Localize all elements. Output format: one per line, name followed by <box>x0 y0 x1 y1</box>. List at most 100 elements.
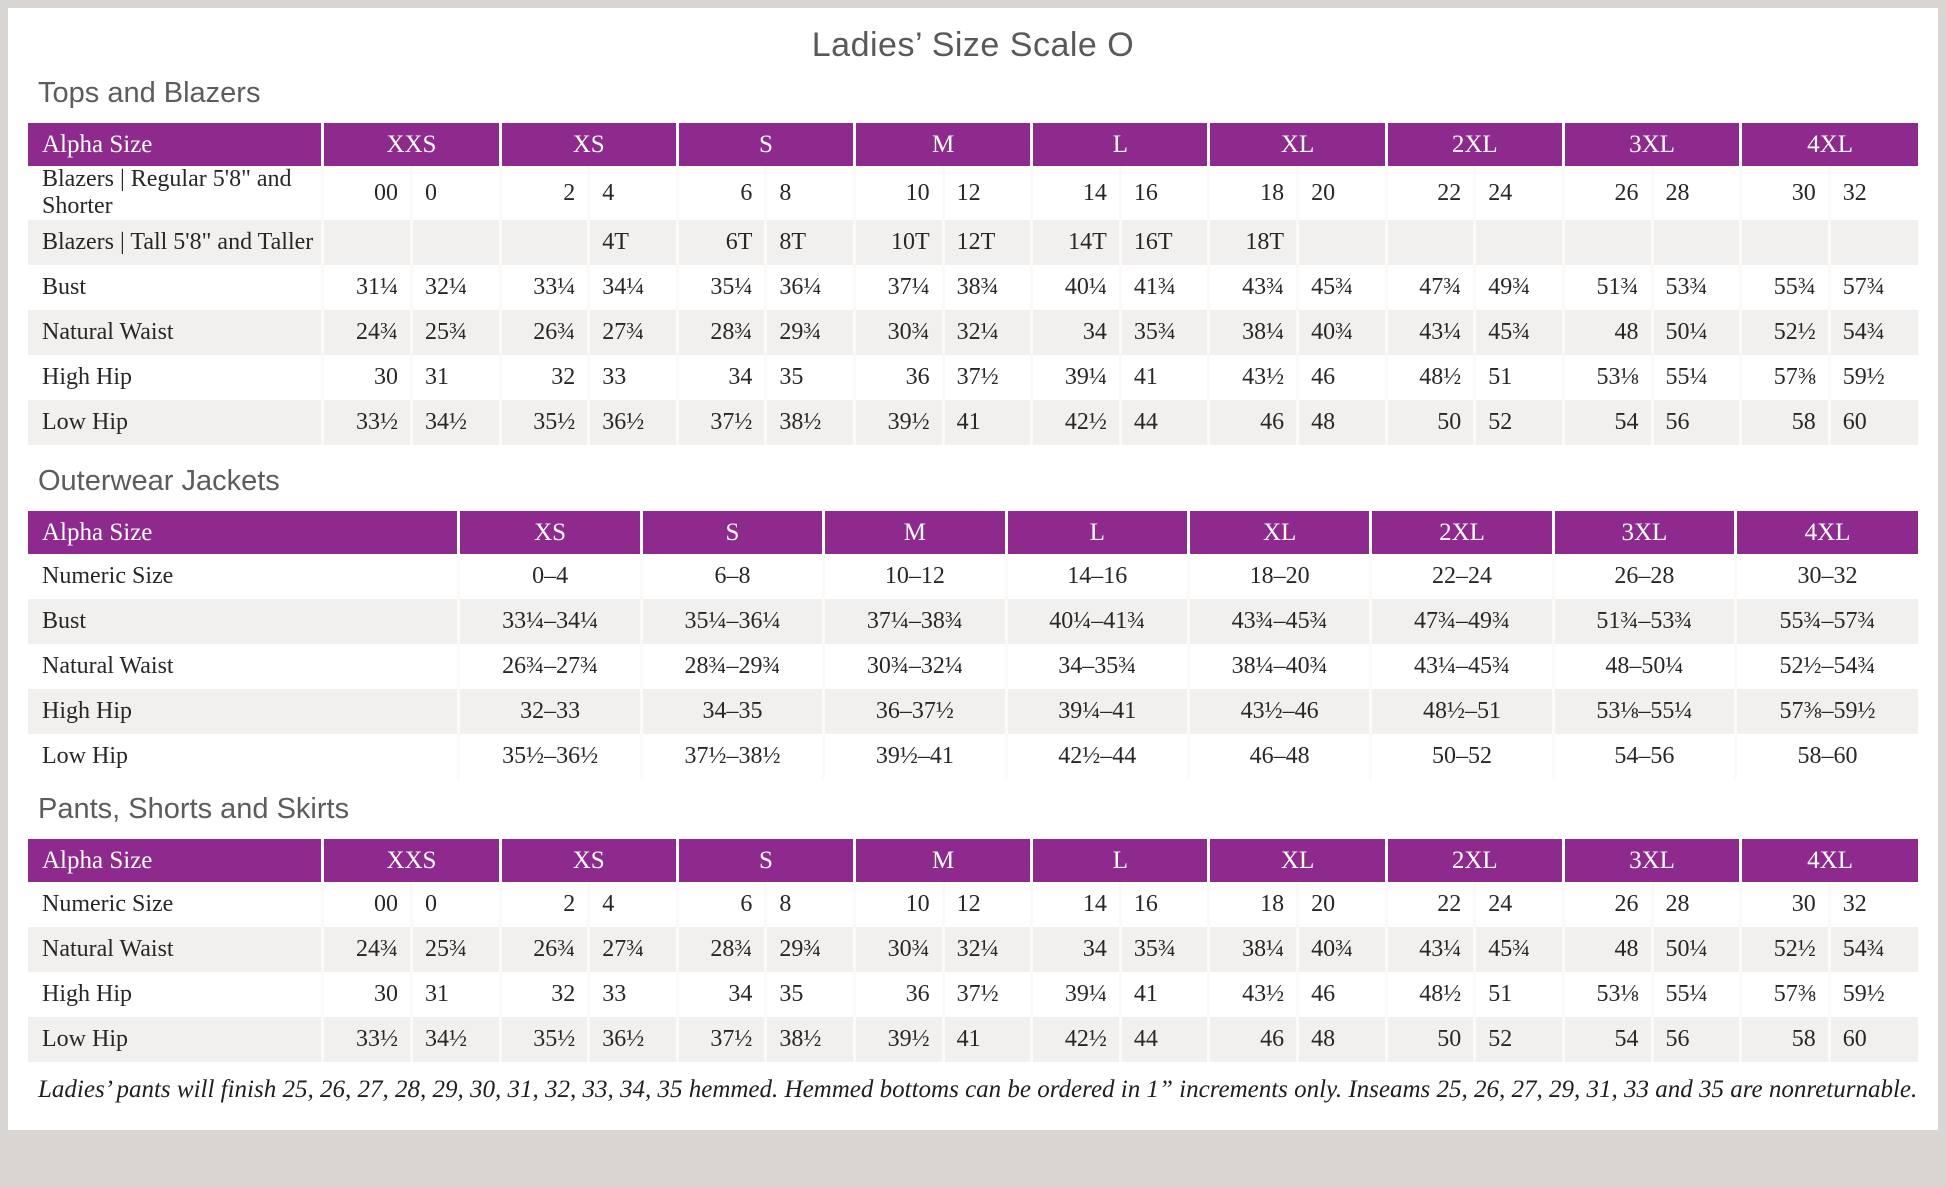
size-value-cell: 51 <box>1473 972 1564 1017</box>
size-value-cell: 36–37½ <box>822 689 1007 734</box>
size-value-cell: 51¾ <box>1561 265 1652 310</box>
size-value-cell: 39¼ <box>1030 972 1121 1017</box>
size-value-cell: 00 <box>321 882 412 927</box>
size-value-cell: 2 <box>498 882 589 927</box>
size-value-cell: 59½ <box>1827 355 1918 400</box>
size-group-header-xl: XL <box>1186 511 1371 554</box>
size-value-cell: 6T <box>675 220 766 265</box>
size-value-cell <box>321 220 412 265</box>
size-value-cell: 47¾–49¾ <box>1369 599 1554 644</box>
size-group-header-m: M <box>822 511 1007 554</box>
corner-header-alpha-size: Alpha Size <box>28 123 323 166</box>
size-value-cell <box>498 220 589 265</box>
size-value-cell: 34¼ <box>587 265 678 310</box>
size-value-cell: 55¼ <box>1650 972 1741 1017</box>
size-group-header-2xl: 2XL <box>1369 511 1554 554</box>
size-value-cell: 14 <box>1030 882 1121 927</box>
size-value-cell: 39¼ <box>1030 355 1121 400</box>
size-value-cell: 16 <box>1118 882 1209 927</box>
size-value-cell: 28 <box>1650 166 1741 220</box>
row-label: Blazers | Tall 5'8" and Taller <box>28 220 323 265</box>
size-value-cell: 39½ <box>853 400 944 445</box>
size-value-cell: 44 <box>1118 1017 1209 1062</box>
size-table-row: Natural Waist 26¾–27¾ 28¾–29¾ 30¾–32¼ 34–35¾… <box>28 644 1918 689</box>
size-value-cell: 54¾ <box>1827 310 1918 355</box>
size-value-cell: 48½ <box>1384 355 1475 400</box>
size-value-cell: 32 <box>498 972 589 1017</box>
size-value-cell: 57⅜ <box>1739 972 1830 1017</box>
section-pants-shorts-and-skirts: Pants, Shorts and Skirts Alpha Size XXS XS… <box>28 793 1918 1062</box>
row-label: Low Hip <box>42 743 128 769</box>
size-value-cell <box>1650 220 1741 265</box>
size-group-header-4xl: 4XL <box>1739 839 1918 882</box>
size-group-header-xl: XL <box>1207 123 1387 166</box>
size-value-cell: 36¼ <box>764 265 855 310</box>
size-value-cell: 51¾–53¾ <box>1551 599 1736 644</box>
size-value-cell: 54 <box>1561 1017 1652 1062</box>
size-value-cell: 53⅛ <box>1561 355 1652 400</box>
size-value-cell: 55¾ <box>1739 265 1830 310</box>
size-value-cell: 0–4 <box>457 554 642 599</box>
size-value-cell: 16 <box>1118 166 1209 220</box>
size-value-cell: 34½ <box>409 400 501 445</box>
size-value-cell: 35½ <box>498 1017 589 1062</box>
size-value-cell: 43¾ <box>1207 265 1298 310</box>
size-value-cell: 43½ <box>1207 355 1298 400</box>
size-value-cell: 32¼ <box>941 927 1032 972</box>
size-table-row: High Hip 30 31 32 33 34 35 36 37½ 39¼ 41 43½ 46 48½ 51… <box>28 355 1918 400</box>
size-value-cell: 10 <box>853 166 944 220</box>
size-value-cell: 52½ <box>1739 310 1830 355</box>
size-value-cell: 38¼–40¾ <box>1186 644 1371 689</box>
size-value-cell: 26–28 <box>1551 554 1736 599</box>
size-value-cell: 30 <box>321 355 412 400</box>
size-value-cell: 30¾ <box>853 310 944 355</box>
size-value-cell: 57⅜–59½ <box>1734 689 1918 734</box>
size-value-cell: 46 <box>1207 400 1298 445</box>
size-value-cell: 0 <box>409 882 501 927</box>
size-value-cell: 4 <box>587 882 678 927</box>
size-table-tops-and-blazers: Alpha Size XXS XS S M L XL 2XL 3XL 4XL Blazers | R… <box>28 123 1918 445</box>
size-group-header-4xl: 4XL <box>1739 123 1918 166</box>
size-value-cell: 32 <box>498 355 589 400</box>
size-value-cell: 30–32 <box>1734 554 1918 599</box>
size-value-cell: 16T <box>1118 220 1209 265</box>
size-value-cell: 50 <box>1384 1017 1475 1062</box>
size-value-cell: 38½ <box>764 400 855 445</box>
size-value-cell: 40¾ <box>1296 927 1387 972</box>
size-value-cell: 37¼ <box>853 265 944 310</box>
size-value-cell: 37½ <box>941 355 1032 400</box>
size-value-cell: 34–35¾ <box>1004 644 1189 689</box>
row-label: Numeric Size <box>42 563 174 589</box>
size-table-row: Natural Waist 24¾ 25¾ 26¾ 27¾ 28¾ 29¾ 30¾ 32¼ 34 3… <box>28 310 1918 355</box>
size-value-cell: 36½ <box>587 1017 678 1062</box>
size-value-cell: 52½–54¾ <box>1734 644 1918 689</box>
size-value-cell: 41 <box>941 1017 1032 1062</box>
size-table-outerwear-jackets: Alpha Size XS S M L XL 2XL 3XL 4XL Numeric Size 0–… <box>28 511 1918 779</box>
size-value-cell: 24 <box>1473 882 1564 927</box>
size-value-cell: 27¾ <box>587 927 678 972</box>
row-label: Natural Waist <box>28 310 323 355</box>
size-value-cell: 40¼ <box>1030 265 1121 310</box>
size-value-cell: 58–60 <box>1734 734 1918 779</box>
size-value-cell: 43¼–45¾ <box>1369 644 1554 689</box>
size-group-header-2xl: 2XL <box>1384 123 1564 166</box>
size-table-row: High Hip 32–33 34–35 36–37½ 39¼–41 43½–46 48½–… <box>28 689 1918 734</box>
size-value-cell: 53⅛ <box>1561 972 1652 1017</box>
size-value-cell: 48 <box>1561 310 1652 355</box>
size-group-header-xs: XS <box>498 123 678 166</box>
size-value-cell: 14T <box>1030 220 1121 265</box>
section-outerwear-jackets: Outerwear Jackets Alpha Size XS S M L XL 2XL 3X… <box>28 465 1918 779</box>
size-value-cell: 38¼ <box>1207 310 1298 355</box>
size-table-row: Bust 31¼ 32¼ 33¼ 34¼ 35¼ 36¼ 37¼ 38¾ 40¼ 41¾ 43¾ 45¾… <box>28 265 1918 310</box>
size-value-cell: 24¾ <box>321 310 412 355</box>
size-value-cell: 45¾ <box>1473 927 1564 972</box>
size-value-cell: 51 <box>1473 355 1564 400</box>
size-value-cell: 12T <box>941 220 1032 265</box>
size-value-cell: 48 <box>1296 1017 1387 1062</box>
size-value-cell: 37¼–38¾ <box>822 599 1007 644</box>
size-value-cell: 10–12 <box>822 554 1007 599</box>
size-value-cell: 8T <box>764 220 855 265</box>
size-value-cell: 52 <box>1473 400 1564 445</box>
size-group-header-3xl: 3XL <box>1561 839 1741 882</box>
size-value-cell: 49¾ <box>1473 265 1564 310</box>
